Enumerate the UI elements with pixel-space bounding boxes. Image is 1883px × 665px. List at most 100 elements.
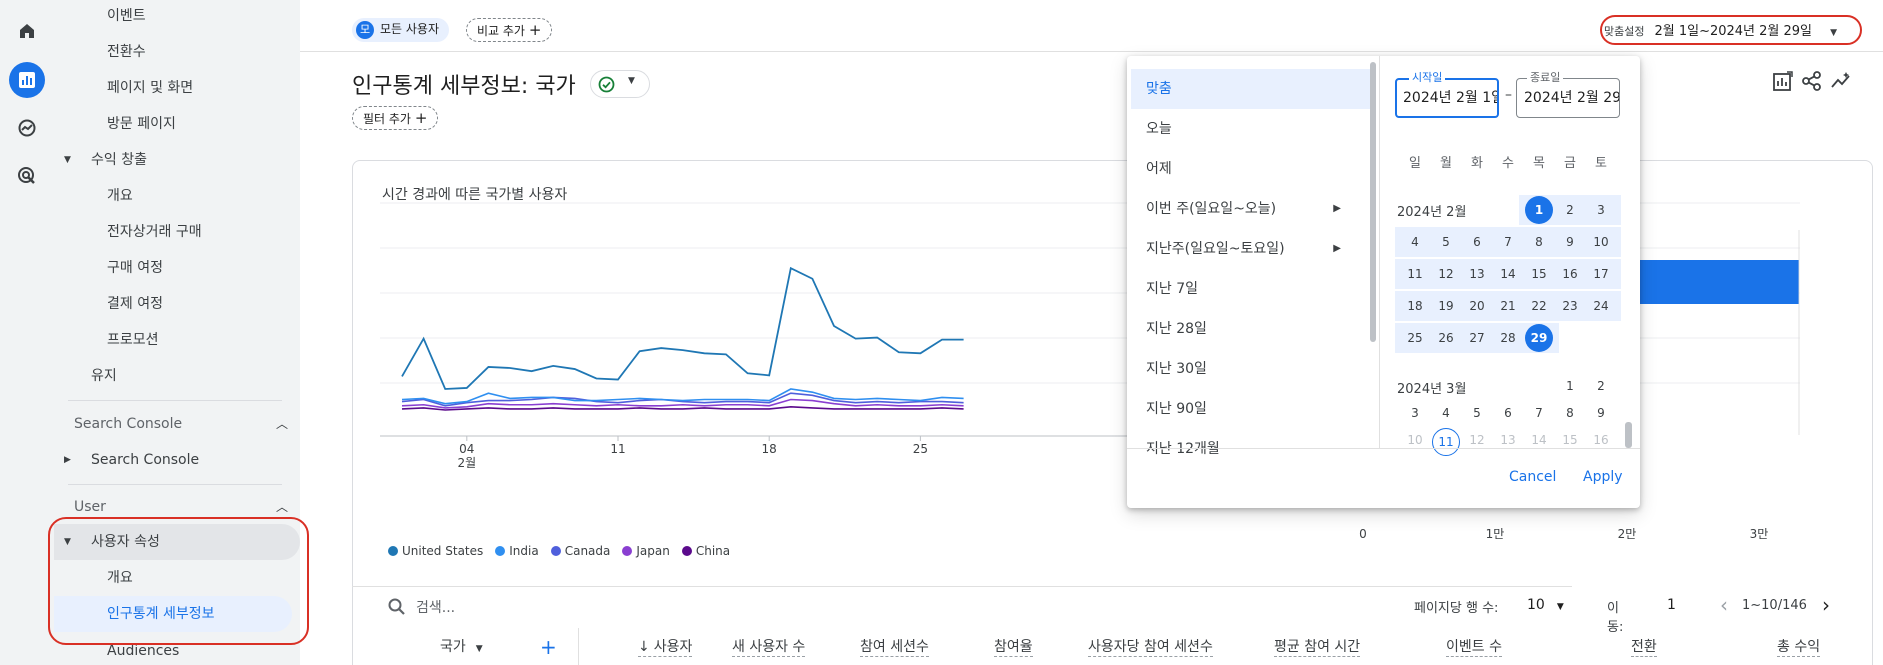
preset-item[interactable]: 지난 28일 <box>1146 321 1207 337</box>
calendar-day[interactable]: 23 <box>1562 299 1578 313</box>
section-header-search-console[interactable]: Search Console ︿ <box>74 408 300 440</box>
calendar-day-today[interactable]: 11 <box>1432 428 1460 456</box>
calendar-day[interactable]: 8 <box>1566 406 1574 420</box>
legend-item[interactable]: India <box>495 544 539 558</box>
sidebar-item-ecommerce-purchases[interactable]: 전자상거래 구매 <box>107 224 202 240</box>
calendar-day[interactable]: 2 <box>1597 379 1605 393</box>
calendar-day[interactable]: 24 <box>1593 299 1609 313</box>
sidebar-item-user-attributes[interactable]: ▼ 사용자 속성 <box>54 524 300 560</box>
calendar-day[interactable]: 15 <box>1531 267 1547 281</box>
sidebar-item-conversions[interactable]: 전환수 <box>107 44 146 60</box>
home-icon[interactable] <box>9 13 45 49</box>
calendar-day[interactable]: 6 <box>1473 235 1481 249</box>
sidebar-item-events[interactable]: 이벤트 <box>107 8 146 24</box>
column-header[interactable]: ↓ 사용자 <box>638 639 693 657</box>
next-page-icon[interactable]: › <box>1822 593 1830 617</box>
add-comparison-button[interactable]: 비교 추가 + <box>466 18 553 42</box>
calendar-day[interactable]: 13 <box>1469 267 1485 281</box>
calendar-scrollbar[interactable] <box>1625 422 1632 448</box>
calendar-day[interactable]: 25 <box>1407 331 1423 345</box>
goto-page-input[interactable]: 1 <box>1667 597 1676 613</box>
calendar-day[interactable]: 28 <box>1500 331 1516 345</box>
preset-scrollbar[interactable] <box>1370 62 1376 342</box>
calendar-day[interactable]: 22 <box>1531 299 1547 313</box>
reports-icon[interactable] <box>9 62 45 98</box>
sidebar-item-pages-screens[interactable]: 페이지 및 화면 <box>107 80 194 96</box>
calendar-day[interactable]: 3 <box>1411 406 1419 420</box>
add-filter-button[interactable]: 필터 추가 + <box>352 106 439 130</box>
apply-button[interactable]: Apply <box>1583 469 1623 485</box>
preset-item[interactable]: 맞춤 <box>1131 69 1375 109</box>
calendar-day[interactable]: 21 <box>1500 299 1516 313</box>
audience-chip[interactable]: 모 모든 사용자 <box>352 18 450 42</box>
column-header[interactable]: 사용자당 참여 세션수 <box>1088 639 1213 657</box>
preset-item[interactable]: 지난 12개월 <box>1146 441 1220 457</box>
preset-item[interactable]: 지난 90일 <box>1146 401 1207 417</box>
calendar-day[interactable]: 1 <box>1566 379 1574 393</box>
preset-item[interactable]: 지난주(일요일~토요일) ▶ <box>1131 229 1375 269</box>
sidebar-item-demographic-details[interactable]: 인구통계 세부정보 <box>54 596 292 632</box>
sidebar-item-audiences[interactable]: Audiences <box>107 643 180 659</box>
calendar-day-selected[interactable]: 1 <box>1525 196 1553 224</box>
column-header[interactable]: 전환 <box>1631 639 1657 657</box>
explore-icon[interactable] <box>9 110 45 146</box>
calendar-day[interactable]: 4 <box>1442 406 1450 420</box>
sidebar-item-checkout-journey[interactable]: 결제 여정 <box>107 296 163 312</box>
column-header[interactable]: 이벤트 수 <box>1446 639 1502 657</box>
calendar-day[interactable]: 7 <box>1535 406 1543 420</box>
calendar-day[interactable]: 27 <box>1469 331 1485 345</box>
calendar-day[interactable]: 26 <box>1438 331 1454 345</box>
preset-item[interactable]: 오늘 <box>1146 121 1172 137</box>
calendar-day-selected[interactable]: 29 <box>1525 324 1553 352</box>
legend-item[interactable]: United States <box>388 544 483 558</box>
table-search-input[interactable]: 검색... <box>416 600 456 616</box>
share-icon[interactable] <box>1801 70 1823 92</box>
sidebar-item-landing-page[interactable]: 방문 페이지 <box>107 116 176 132</box>
calendar-day[interactable]: 12 <box>1438 267 1454 281</box>
calendar-day[interactable]: 16 <box>1562 267 1578 281</box>
calendar-day[interactable]: 9 <box>1597 406 1605 420</box>
legend-item[interactable]: China <box>681 544 730 558</box>
sidebar-item-promotions[interactable]: 프로모션 <box>107 332 159 348</box>
column-header[interactable]: 참여율 <box>994 639 1033 657</box>
calendar-day[interactable]: 5 <box>1442 235 1450 249</box>
calendar-day[interactable]: 15 <box>1562 433 1578 447</box>
calendar-day[interactable]: 10 <box>1593 235 1609 249</box>
prev-page-icon[interactable]: ‹ <box>1720 593 1728 617</box>
sidebar-item-purchase-journey[interactable]: 구매 여정 <box>107 260 163 276</box>
cancel-button[interactable]: Cancel <box>1509 469 1557 485</box>
legend-item[interactable]: Japan <box>622 544 670 558</box>
sidebar-item-user-overview[interactable]: 개요 <box>107 570 133 586</box>
calendar-day[interactable]: 9 <box>1566 235 1574 249</box>
calendar-day[interactable]: 14 <box>1531 433 1547 447</box>
calendar-day[interactable]: 4 <box>1411 235 1419 249</box>
calendar-day[interactable]: 2 <box>1566 203 1574 217</box>
column-header[interactable]: 새 사용자 수 <box>732 639 806 657</box>
advertising-icon[interactable] <box>9 158 45 194</box>
calendar-day[interactable]: 3 <box>1597 203 1605 217</box>
column-header[interactable]: 총 수익 <box>1777 639 1821 657</box>
add-dimension-icon[interactable]: + <box>540 635 557 659</box>
calendar-day[interactable]: 6 <box>1504 406 1512 420</box>
calendar-day[interactable]: 8 <box>1535 235 1543 249</box>
calendar-day[interactable]: 13 <box>1500 433 1516 447</box>
calendar-day[interactable]: 5 <box>1473 406 1481 420</box>
column-header[interactable]: 참여 세션수 <box>860 639 929 657</box>
calendar-day[interactable]: 11 <box>1407 267 1423 281</box>
column-header[interactable]: 국가 ▼ <box>440 639 483 655</box>
preset-item[interactable]: 지난 30일 <box>1146 361 1207 377</box>
column-header[interactable]: 평균 참여 시간 <box>1274 639 1361 657</box>
customize-report-icon[interactable] <box>1772 70 1794 92</box>
insights-icon[interactable] <box>1830 70 1852 92</box>
calendar-day[interactable]: 18 <box>1407 299 1423 313</box>
calendar-day[interactable]: 12 <box>1469 433 1485 447</box>
calendar-day[interactable]: 19 <box>1438 299 1454 313</box>
sidebar-item-monetization-overview[interactable]: 개요 <box>107 188 133 204</box>
legend-item[interactable]: Canada <box>550 544 610 558</box>
section-header-user[interactable]: User ︿ <box>74 491 300 523</box>
calendar-day[interactable]: 7 <box>1504 235 1512 249</box>
calendar-day[interactable]: 16 <box>1593 433 1609 447</box>
sidebar-item-monetization[interactable]: ▼ 수익 창출 <box>54 142 300 178</box>
preset-item[interactable]: 어제 <box>1146 161 1172 177</box>
sidebar-item-retention[interactable]: 유지 <box>91 368 117 384</box>
